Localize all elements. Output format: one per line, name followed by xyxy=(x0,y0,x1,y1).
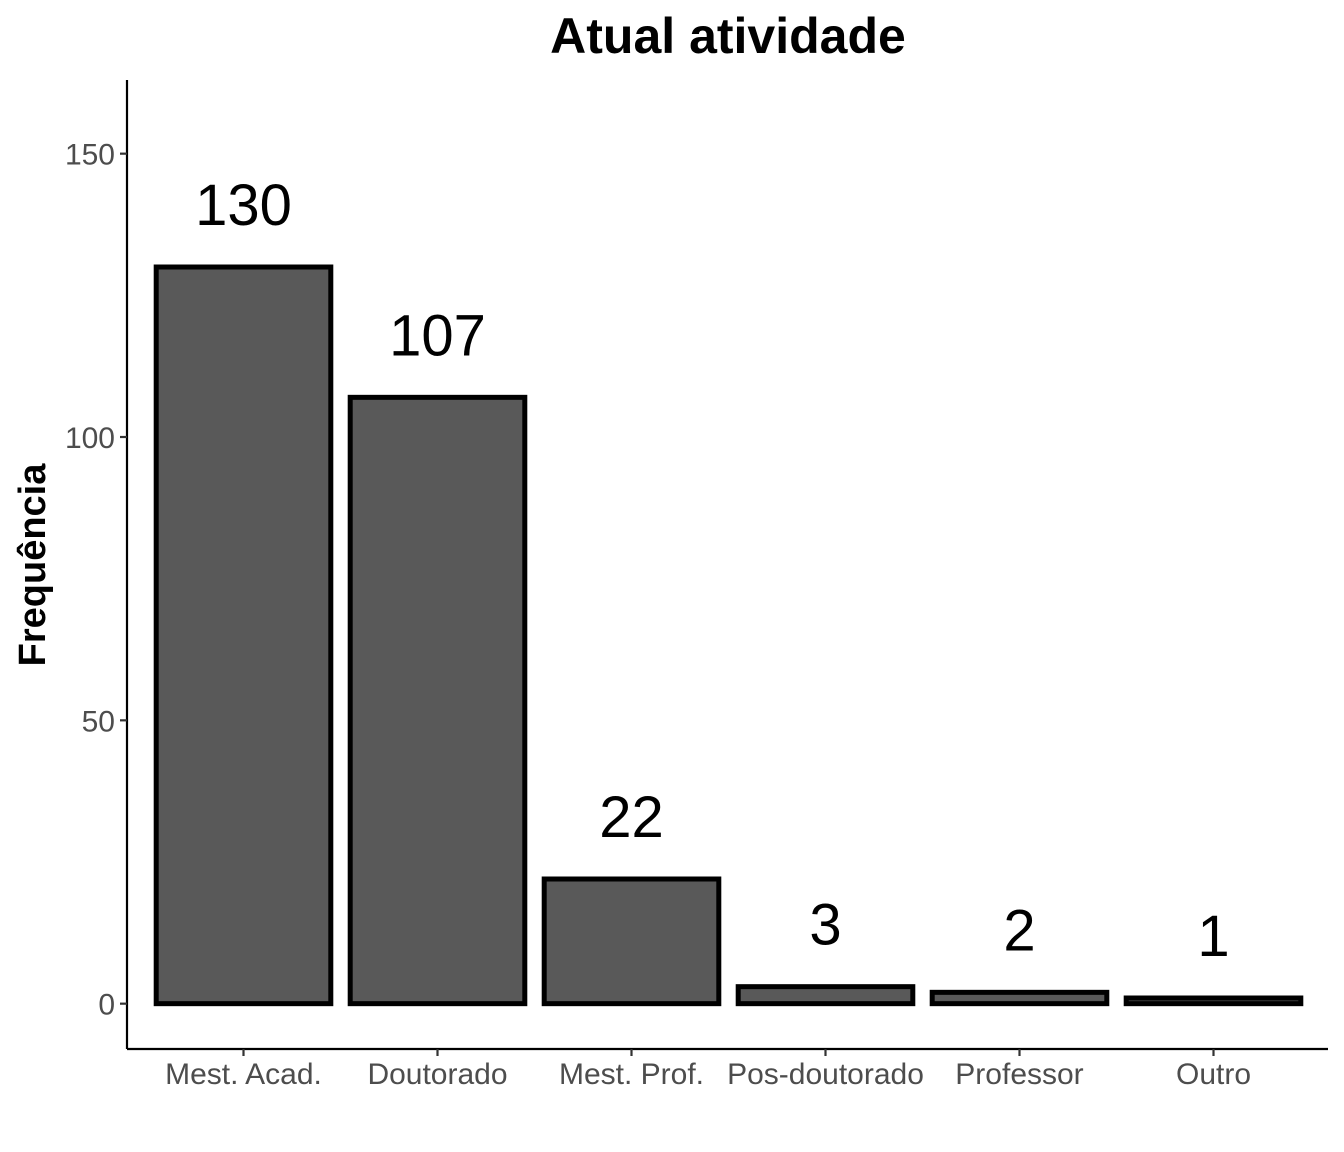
data-label: 130 xyxy=(195,173,292,238)
bar xyxy=(153,264,334,1007)
bar xyxy=(735,984,916,1007)
x-tick-label: Mest. Acad. xyxy=(165,1058,322,1091)
bar xyxy=(541,876,722,1007)
bar xyxy=(1123,995,1304,1007)
chart-title: Atual atividade xyxy=(550,8,906,64)
x-tick-label: Pos-doutorado xyxy=(727,1058,924,1091)
x-tick-label: Professor xyxy=(955,1058,1083,1091)
data-label: 1 xyxy=(1197,904,1229,969)
x-tick-label: Mest. Prof. xyxy=(559,1058,704,1091)
bar xyxy=(347,394,528,1007)
x-tick-label: Doutorado xyxy=(367,1058,507,1091)
bar xyxy=(929,989,1110,1007)
y-tick-label: 0 xyxy=(98,989,115,1022)
axes xyxy=(125,80,1328,1051)
axis-ticks: 0 50 100 150 Mest. Acad. Doutorado Mest. Prof.… xyxy=(65,139,1251,1091)
y-tick-label: 100 xyxy=(65,422,115,455)
y-tick-label: 50 xyxy=(82,705,115,738)
data-label: 3 xyxy=(809,893,841,958)
x-tick-label: Outro xyxy=(1176,1058,1251,1091)
y-axis-label: Frequência xyxy=(12,463,54,667)
value-labels: 130 107 22 3 2 1 xyxy=(195,173,1230,969)
data-label: 22 xyxy=(599,785,664,850)
y-tick-label: 150 xyxy=(65,139,115,172)
data-label: 2 xyxy=(1003,898,1035,963)
bars xyxy=(153,264,1304,1007)
data-label: 107 xyxy=(389,303,486,368)
